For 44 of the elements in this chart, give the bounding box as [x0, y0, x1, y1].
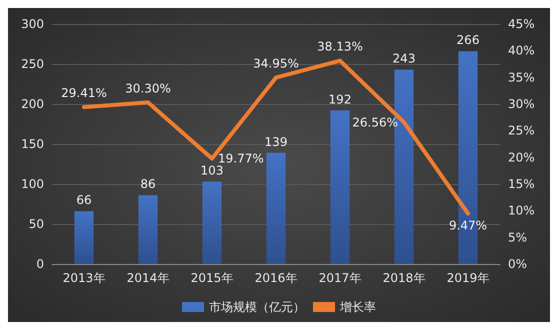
- legend-label: 市场规模（亿元）: [209, 300, 305, 314]
- data-label: 86: [140, 177, 156, 192]
- data-label: 38.13%: [317, 40, 363, 54]
- x-tick-label: 2017年: [318, 271, 362, 285]
- x-tick-label: 2014年: [126, 271, 170, 285]
- data-label: 192: [328, 92, 352, 106]
- y2-tick-label: 20%: [508, 150, 535, 164]
- data-label: 34.95%: [253, 56, 299, 71]
- x-tick-label: 2013年: [62, 271, 106, 285]
- y-tick-label: 300: [21, 17, 44, 31]
- y2-tick-label: 0%: [508, 257, 528, 271]
- data-label: 139: [264, 134, 288, 149]
- y-tick-label: 150: [21, 137, 44, 151]
- bar: [330, 110, 350, 264]
- bar: [266, 152, 286, 264]
- y2-tick-label: 10%: [508, 204, 535, 218]
- y-tick-label: 250: [21, 57, 44, 71]
- y-tick-label: 0: [36, 257, 44, 271]
- y2-tick-label: 30%: [508, 97, 535, 111]
- data-label: 30.30%: [125, 81, 171, 96]
- data-label: 29.41%: [61, 86, 107, 100]
- y2-tick-label: 45%: [508, 17, 535, 31]
- data-label: 243: [392, 52, 416, 66]
- data-label: 9.47%: [448, 218, 488, 232]
- bar: [138, 195, 158, 264]
- y2-tick-label: 35%: [508, 70, 535, 84]
- y2-tick-label: 5%: [508, 230, 528, 244]
- x-tick-label: 2019年: [446, 271, 490, 285]
- legend-label: 增长率: [339, 300, 376, 314]
- data-label: 103: [200, 164, 224, 178]
- data-label: 66: [76, 193, 92, 208]
- bar: [74, 211, 94, 264]
- y2-tick-label: 40%: [508, 44, 535, 58]
- y2-tick-label: 25%: [508, 124, 535, 138]
- y-tick-label: 100: [21, 177, 44, 191]
- y2-tick-label: 15%: [508, 177, 535, 191]
- y-tick-label: 50: [28, 217, 44, 231]
- x-tick-label: 2018年: [382, 271, 426, 285]
- bar: [202, 182, 222, 264]
- data-label: 19.77%: [218, 152, 264, 166]
- x-tick-label: 2015年: [190, 271, 234, 285]
- y-tick-label: 200: [21, 97, 44, 111]
- x-tick-label: 2016年: [254, 271, 298, 285]
- data-label: 266: [456, 33, 480, 48]
